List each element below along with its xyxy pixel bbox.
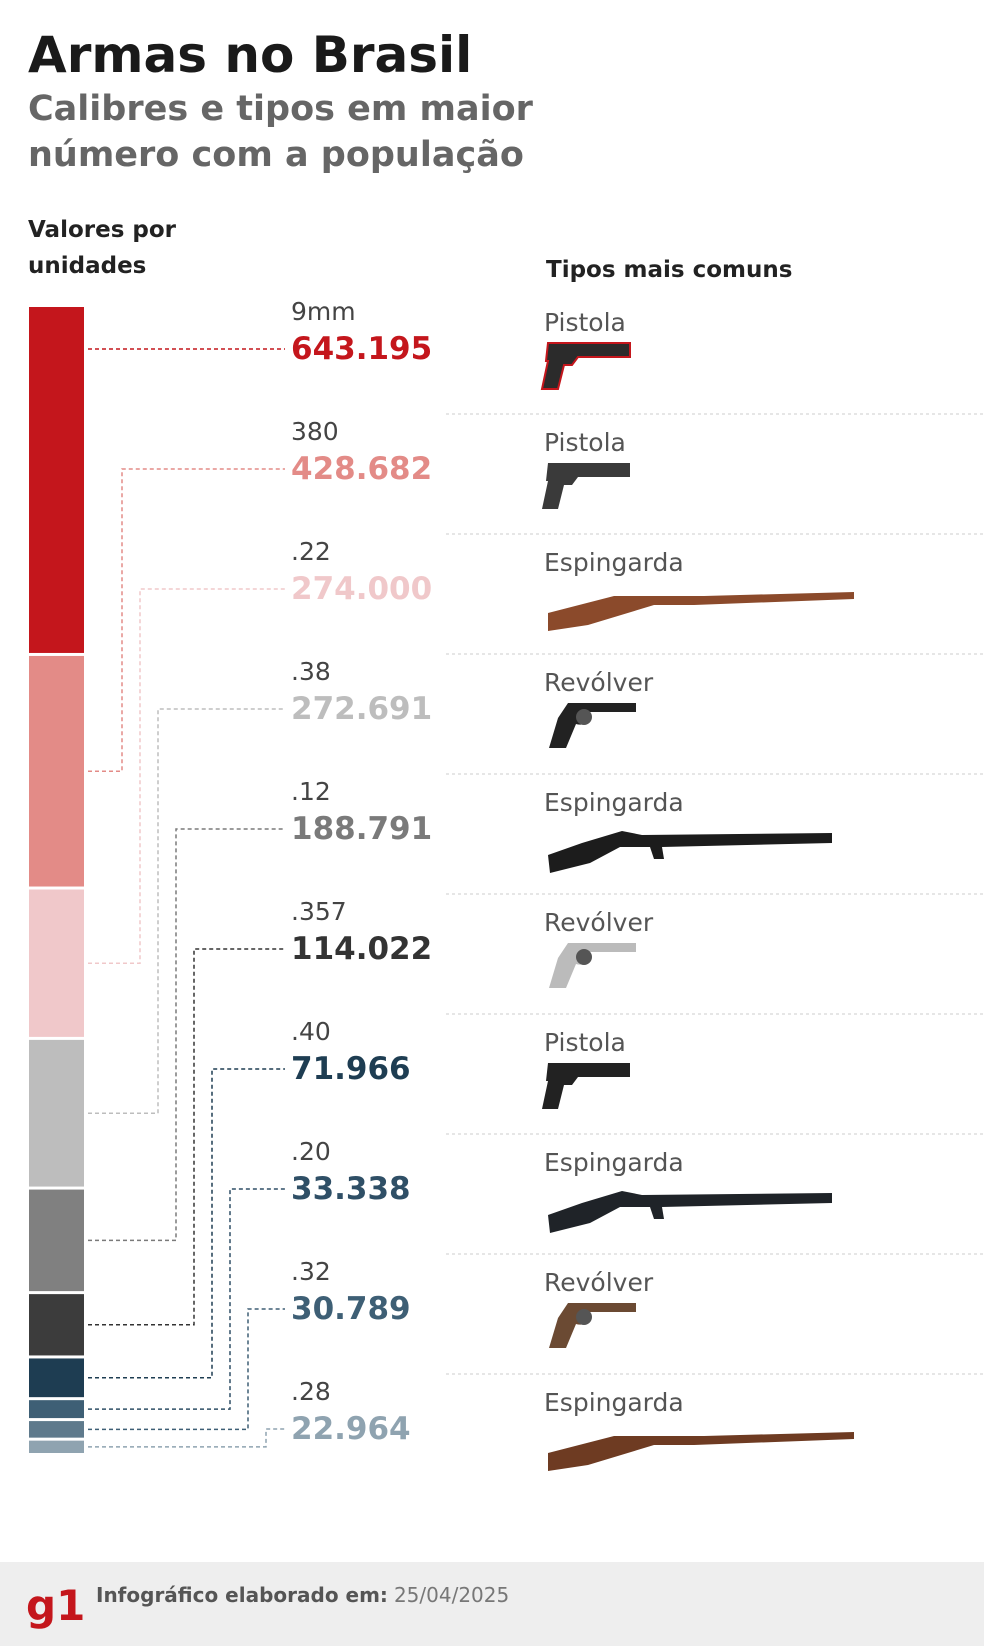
connector bbox=[88, 948, 285, 1326]
footer-band bbox=[0, 1562, 984, 1646]
category-label: .20 bbox=[291, 1137, 331, 1166]
value-label: 33.338 bbox=[291, 1171, 411, 1207]
gun-shape bbox=[548, 1432, 854, 1471]
gun-shape bbox=[549, 1303, 636, 1348]
value-label: 22.964 bbox=[291, 1411, 411, 1447]
gun-icon bbox=[542, 463, 630, 509]
category-label: .40 bbox=[291, 1017, 331, 1046]
value-label: 30.789 bbox=[291, 1291, 411, 1327]
gun-shape bbox=[540, 342, 631, 390]
type-label: Revólver bbox=[544, 1268, 654, 1297]
gun-icon bbox=[540, 342, 631, 390]
gun-icon bbox=[548, 1191, 832, 1233]
category-label: 9mm bbox=[291, 297, 356, 326]
footer-label: Infográfico elaborado em: bbox=[96, 1583, 388, 1607]
gun-cylinder bbox=[576, 949, 592, 965]
footer-date: 25/04/2025 bbox=[394, 1583, 509, 1607]
connector bbox=[88, 588, 285, 964]
gun-icon bbox=[548, 831, 832, 873]
value-label: 274.000 bbox=[291, 571, 432, 607]
category-label: .28 bbox=[291, 1377, 331, 1406]
chart-subtitle: Calibres e tipos em maior número com a p… bbox=[28, 89, 533, 175]
gun-shape bbox=[548, 831, 832, 873]
bar-segment bbox=[29, 1440, 84, 1453]
value-label: 114.022 bbox=[291, 931, 432, 967]
gun-icon bbox=[549, 943, 636, 988]
value-label: 643.195 bbox=[291, 331, 432, 367]
connector bbox=[88, 1068, 285, 1379]
gun-icon bbox=[548, 592, 854, 631]
gun-shape bbox=[542, 1063, 630, 1109]
chart-title: Armas no Brasil bbox=[28, 26, 472, 84]
value-label: 188.791 bbox=[291, 811, 432, 847]
axis-label-box: Valores por unidades bbox=[28, 217, 176, 279]
logo: g1 bbox=[26, 1581, 85, 1630]
gun-icon bbox=[549, 703, 636, 748]
bar-segment bbox=[29, 1039, 84, 1187]
type-label: Espingarda bbox=[544, 1148, 684, 1177]
bar-segment bbox=[29, 307, 84, 653]
axis-label: Valores por unidades bbox=[28, 217, 176, 279]
type-label: Revólver bbox=[544, 668, 654, 697]
category-label: .38 bbox=[291, 657, 331, 686]
types-header: Tipos mais comuns bbox=[546, 257, 792, 283]
value-label: 428.682 bbox=[291, 451, 432, 487]
gun-shape bbox=[542, 463, 630, 509]
bar-segment bbox=[29, 1400, 84, 1419]
gun-shape bbox=[549, 703, 636, 748]
gun-cylinder bbox=[576, 709, 592, 725]
gun-icon bbox=[549, 1303, 636, 1348]
category-label: .12 bbox=[291, 777, 331, 806]
connector bbox=[88, 1188, 285, 1410]
category-label: .22 bbox=[291, 537, 331, 566]
connector bbox=[88, 468, 285, 772]
connector bbox=[88, 1308, 285, 1431]
type-label: Espingarda bbox=[544, 548, 684, 577]
gun-shape bbox=[548, 1191, 832, 1233]
value-label: 71.966 bbox=[291, 1051, 411, 1087]
type-label: Espingarda bbox=[544, 1388, 684, 1417]
bar-segment bbox=[29, 889, 84, 1037]
category-label: 380 bbox=[291, 417, 339, 446]
type-label: Pistola bbox=[544, 428, 626, 457]
bar-segment bbox=[29, 1421, 84, 1438]
bar-segment bbox=[29, 1358, 84, 1398]
connector bbox=[88, 828, 285, 1242]
bar-segment bbox=[29, 1294, 84, 1356]
category-label: .32 bbox=[291, 1257, 331, 1286]
category-label: .357 bbox=[291, 897, 347, 926]
connector bbox=[88, 1428, 285, 1448]
subtitle-box: Calibres e tipos em maior número com a p… bbox=[28, 89, 533, 175]
bar-segment bbox=[29, 655, 84, 887]
gun-shape bbox=[548, 592, 854, 631]
type-label: Revólver bbox=[544, 908, 654, 937]
gun-icon bbox=[548, 1432, 854, 1471]
connector bbox=[88, 708, 285, 1114]
bar-segment bbox=[29, 1189, 84, 1292]
type-label: Pistola bbox=[544, 1028, 626, 1057]
gun-cylinder bbox=[576, 1309, 592, 1325]
value-label: 272.691 bbox=[291, 691, 432, 727]
gun-shape bbox=[549, 943, 636, 988]
gun-icon bbox=[542, 1063, 630, 1109]
type-label: Espingarda bbox=[544, 788, 684, 817]
type-label: Pistola bbox=[544, 308, 626, 337]
